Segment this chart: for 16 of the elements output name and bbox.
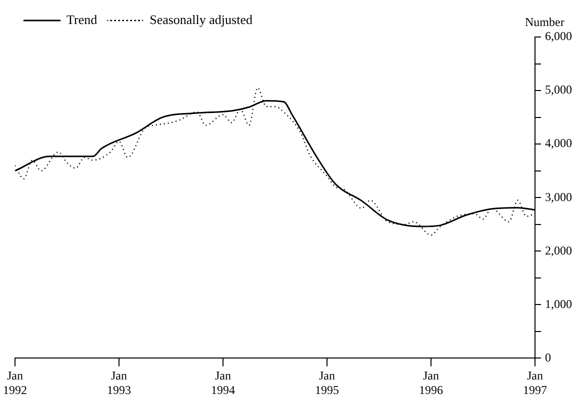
legend-label: Seasonally adjusted [150, 12, 253, 27]
y-tick-label: 5,000 [545, 82, 572, 97]
x-tick-label: Jan 1997 [523, 368, 547, 397]
y-tick-label: 4,000 [545, 136, 572, 150]
y-tick-label: 6,000 [545, 29, 572, 44]
x-tick-label: Jan 1996 [419, 368, 443, 397]
x-tick-label: Jan 1995 [315, 368, 339, 397]
legend-label: Trend [66, 12, 98, 27]
y-tick-label: 2,000 [545, 243, 572, 258]
y-tick-label: 1,000 [545, 296, 572, 311]
x-tick-label: Jan 1993 [107, 368, 131, 397]
x-tick-label: Jan 1994 [211, 368, 235, 397]
y-axis-title: Number [525, 15, 564, 30]
x-tick-label: Jan 1992 [3, 368, 27, 397]
y-tick-label: 0 [545, 350, 551, 364]
y-tick-label: 3,000 [545, 190, 572, 204]
